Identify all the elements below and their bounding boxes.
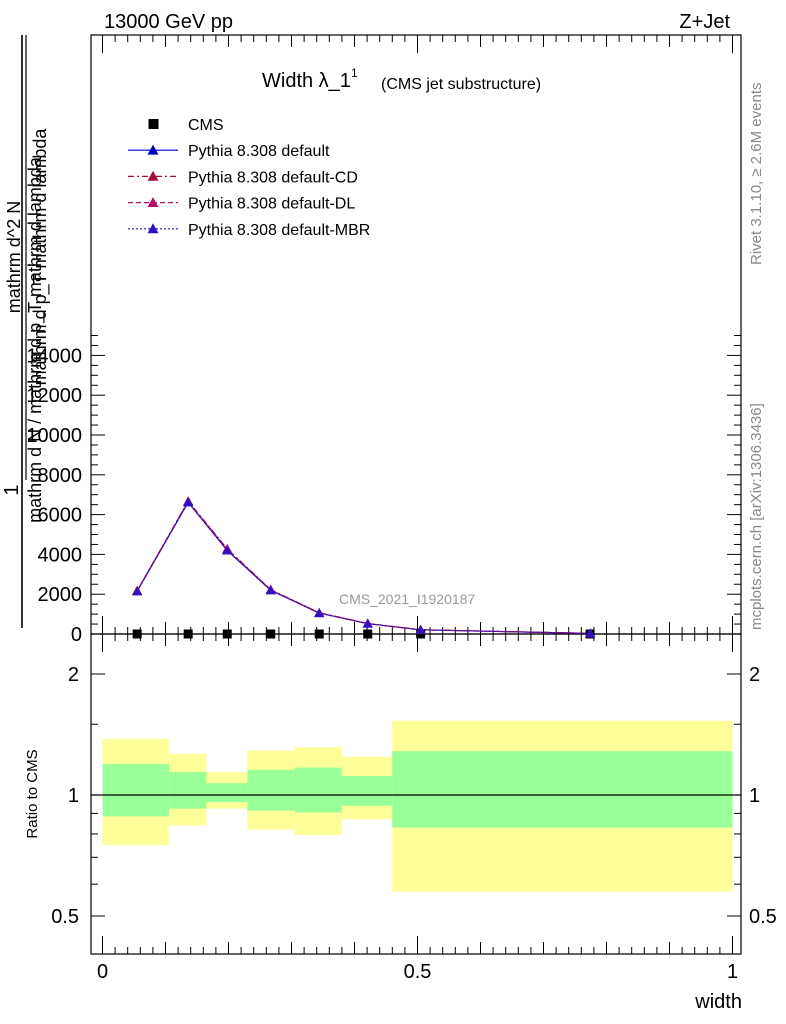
- xtick-label: 0.5: [404, 961, 432, 983]
- main-ticks: 0 2000 4000 6000 8000 10000 12000 14000: [26, 35, 741, 646]
- cms-data-point: [416, 629, 426, 639]
- main-ytick-label: 14000: [26, 345, 82, 367]
- ratio-ytick-label: 2: [68, 664, 79, 686]
- main-ylabel-denominator: mathrm d N / mathrm d p_T mathrm d lambd…: [25, 156, 46, 523]
- ratio-band-green: [341, 775, 393, 806]
- cms-data-point: [222, 629, 232, 639]
- legend-marker-square: [148, 119, 159, 129]
- series-marker: [265, 585, 276, 595]
- main-ylabel-numerator: 1: [1, 484, 23, 495]
- mcplots-citation-text: mcplots.cern.ch [arXiv:1306.3436]: [748, 403, 765, 630]
- rivet-version-text: Rivet 3.1.10, ≥ 2.6M events: [748, 83, 765, 266]
- analysis-watermark: CMS_2021_I1920187: [339, 591, 475, 607]
- cms-data-point: [314, 629, 324, 639]
- header-energy: 13000 GeV pp: [104, 11, 233, 33]
- legend-label: Pythia 8.308 default-DL: [188, 196, 355, 213]
- header-process: Z+Jet: [679, 11, 730, 33]
- xtick-label: 1: [727, 961, 738, 983]
- series-marker: [222, 545, 233, 555]
- series-marker: [132, 586, 143, 596]
- main-ytick-label: 10000: [26, 425, 82, 447]
- ratio-ytick-label: 0.5: [51, 906, 79, 928]
- ratio-bands: [102, 720, 733, 892]
- cms-data-point: [363, 629, 373, 639]
- plot-title-paren: (CMS jet substructure): [381, 76, 541, 93]
- main-ytick-label: 2000: [38, 584, 83, 606]
- ratio-ytick-label: 1: [68, 785, 79, 807]
- cms-data-point: [132, 629, 142, 639]
- legend-marker-triangle: [147, 144, 159, 155]
- ratio-ytick-label-right: 1: [749, 785, 760, 807]
- xtick-label: 0: [97, 961, 108, 983]
- series-marker: [415, 624, 426, 634]
- main-ylabel-numerator2: mathrm d^2 N: [4, 201, 24, 313]
- main-ytick-label: 8000: [38, 465, 83, 487]
- xaxis-label: width: [694, 991, 742, 1013]
- series-marker: [362, 618, 373, 628]
- series-marker: [585, 628, 596, 638]
- series-marker: [314, 608, 325, 618]
- main-series-lines: [136, 500, 591, 635]
- main-ylabel-denominator2: mathrm d p_T mathrm d lambda: [30, 128, 51, 386]
- ratio-plot-frame: [90, 633, 742, 955]
- main-ytick-label: 6000: [38, 505, 83, 527]
- legend-marker-triangle: [147, 223, 159, 234]
- main-ytick-label: 4000: [38, 544, 83, 566]
- legend-marker-triangle: [147, 170, 159, 181]
- plot-title-main: Width λ_1: [262, 70, 351, 92]
- legend-label: CMS: [188, 117, 224, 134]
- ratio-ylabel: Ratio to CMS: [24, 749, 41, 838]
- main-ytick-label: 12000: [26, 385, 82, 407]
- series-marker: [183, 497, 194, 507]
- legend-label: Pythia 8.308 default-MBR: [188, 222, 370, 239]
- legend-label: Pythia 8.308 default-CD: [188, 169, 358, 186]
- ratio-ytick-label-right: 2: [749, 664, 760, 686]
- ratio-band-green: [169, 772, 207, 809]
- ratio-band-green: [294, 767, 342, 813]
- ratio-ytick-label-right: 0.5: [749, 906, 777, 928]
- main-series-markers: [132, 496, 596, 639]
- cms-data-point: [266, 629, 276, 639]
- legend-marker-triangle: [147, 197, 159, 207]
- cms-data-point: [183, 629, 193, 639]
- series-line: [136, 501, 591, 635]
- ratio-band-green: [247, 769, 295, 811]
- series-line: [136, 500, 591, 635]
- ratio-band-green: [392, 751, 733, 828]
- ratio-band-green: [206, 783, 248, 803]
- legend-label: Pythia 8.308 default: [188, 143, 330, 160]
- legend: CMS Pythia 8.308 default Pythia 8.308 defa…: [128, 117, 370, 239]
- ratio-band-green: [102, 763, 170, 817]
- main-ytick-label: 0: [71, 624, 82, 646]
- plot-title: Width λ_11: [262, 66, 358, 92]
- plot-title-sup: 1: [351, 66, 358, 80]
